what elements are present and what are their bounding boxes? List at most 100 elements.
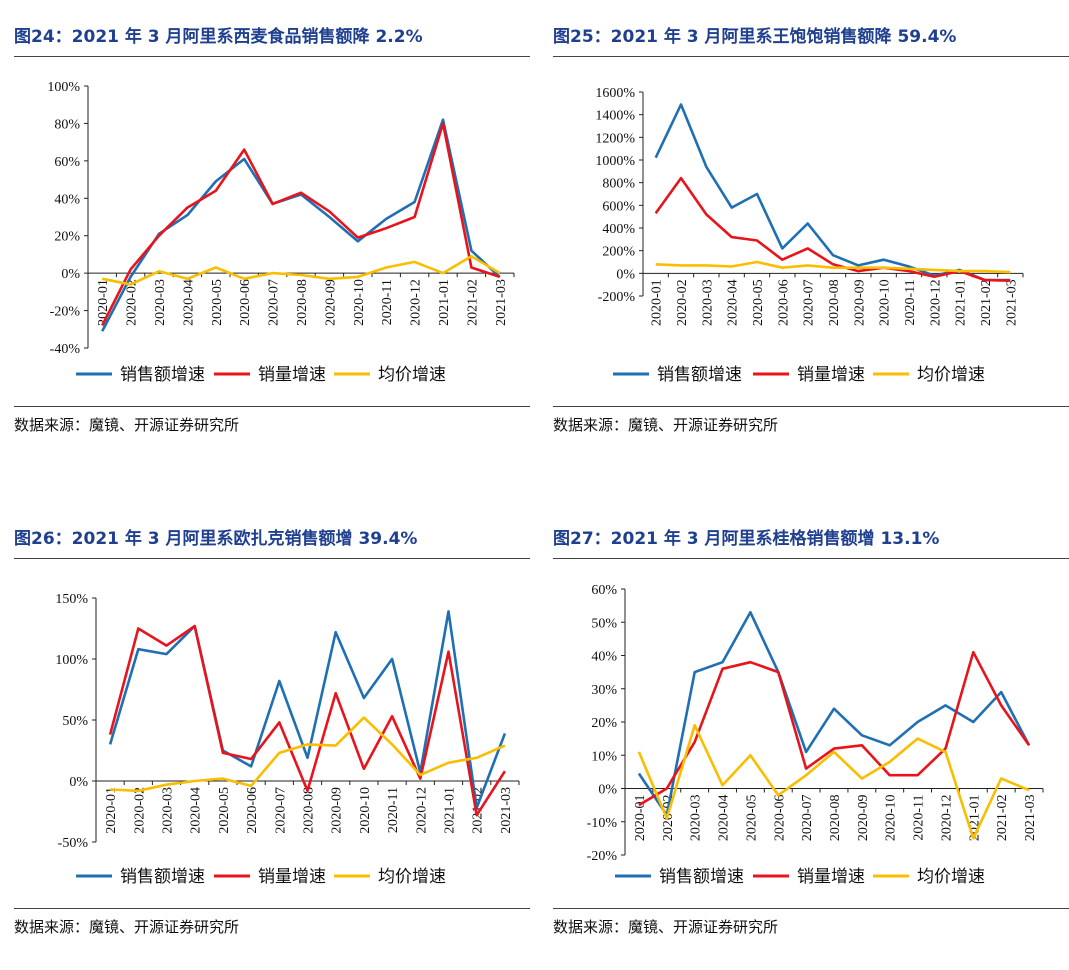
x-tick-label: 2020-08	[302, 787, 317, 834]
line-chart: -40%-20%0%20%40%60%80%100%2020-01 2020-02…	[47, 80, 515, 385]
x-tick-label: 2020-06	[776, 279, 791, 326]
y-tick-label: 150%	[55, 592, 88, 607]
chart-panel-26: 图26：2021 年 3 月阿里系欧扎克销售额增 39.4% -50% 0% 50%…	[14, 510, 530, 970]
series-line-3	[655, 260, 1011, 274]
series-line-3	[110, 716, 506, 793]
y-tick-label: 0%	[61, 267, 80, 282]
x-tick-label: 2020-04	[717, 795, 732, 842]
x-tick-label: 2020-09	[323, 279, 338, 326]
x-tick-label: 2020-05	[744, 795, 759, 842]
x-tick-label: 2021-02	[465, 279, 480, 326]
x-tick-label: 2020-12	[409, 279, 424, 326]
series-line-1	[654, 103, 1011, 282]
y-tick-label: 30%	[591, 683, 617, 698]
chart-title: 图26：2021 年 3 月阿里系欧扎克销售额增 39.4%	[14, 529, 418, 549]
y-tick-label: -40%	[50, 342, 81, 357]
chart-panel-27: 图27：2021 年 3 月阿里系桂格销售额增 13.1% -20% -10% 0%…	[553, 510, 1069, 970]
source-note: 数据来源：魔镜、开源证券研究所	[553, 918, 779, 936]
series-line-2	[638, 650, 1031, 807]
x-tick-label: 2020-02	[125, 279, 140, 326]
y-tick-label: 40%	[591, 650, 617, 665]
y-tick-label: 0%	[616, 267, 635, 282]
y-tick-label: 60%	[54, 155, 80, 170]
y-tick-label: 1600%	[595, 86, 635, 101]
source-note: 数据来源：魔镜、开源证券研究所	[14, 416, 240, 434]
x-tick-label: 2021-02	[979, 279, 994, 326]
y-tick-label: 10%	[591, 749, 617, 764]
y-tick-label: 100%	[55, 653, 88, 668]
x-tick-label: 2021-03	[499, 787, 514, 834]
x-tick-label: 2021-03	[1023, 795, 1038, 842]
x-tick-label: 2020-06	[245, 787, 260, 834]
x-tick-label: 2020-07	[802, 279, 817, 326]
x-tick-label: 2020-09	[856, 795, 871, 842]
series-line-1	[637, 610, 1031, 817]
x-tick-label: 2020-07	[267, 279, 282, 326]
y-tick-label: 400%	[602, 222, 635, 237]
y-tick-label: 50%	[62, 714, 88, 729]
source-rule	[14, 406, 530, 407]
line-chart: -50% 0% 50% 100% 150% 2020-01 2020-02 2020-03 20…	[55, 592, 520, 887]
x-tick-label: 2021-01	[443, 787, 458, 834]
series-line-2	[654, 176, 1011, 282]
title-rule	[553, 56, 1069, 57]
x-tick-label: 2020-02	[675, 279, 690, 326]
x-tick-label: 2020-02	[132, 787, 147, 834]
x-tick-label: 2021-01	[954, 279, 969, 326]
legend-label: 销售额增速	[659, 867, 744, 887]
y-tick-label: 600%	[602, 199, 635, 214]
y-tick-label: 1200%	[595, 131, 635, 146]
x-tick-label: 2020-11	[903, 279, 918, 325]
y-tick-label: 60%	[591, 583, 617, 598]
x-tick-label: 2020-06	[238, 279, 253, 326]
source-rule	[14, 908, 530, 909]
legend-label: 销量增速	[797, 867, 865, 887]
legend-label: 均价增速	[378, 867, 446, 887]
series-line-2	[101, 122, 501, 327]
title-rule	[14, 56, 530, 57]
legend-label: 均价增速	[917, 365, 985, 385]
x-tick-label: 2020-07	[800, 795, 815, 842]
chart-title: 图25：2021 年 3 月阿里系王饱饱销售额降 59.4%	[553, 27, 957, 47]
series-line-3	[637, 724, 1030, 840]
source-note: 数据来源：魔镜、开源证券研究所	[14, 918, 240, 936]
x-tick-label: 2020-01	[633, 795, 648, 842]
series-line-3	[101, 255, 501, 286]
y-tick-label: -50%	[58, 836, 89, 851]
x-tick-label: 2020-03	[700, 279, 715, 326]
source-rule	[553, 908, 1069, 909]
y-tick-label: 20%	[54, 230, 80, 245]
x-tick-label: 2020-05	[751, 279, 766, 326]
x-tick-label: 2020-11	[380, 279, 395, 325]
x-tick-label: 2020-08	[295, 279, 310, 326]
x-tick-label: 2021-01	[437, 279, 452, 326]
y-tick-label: -200%	[598, 290, 636, 305]
x-tick-label: 2020-04	[189, 787, 204, 834]
chart-panel-25: 图25：2021 年 3 月阿里系王饱饱销售额降 59.4% -200% 0% 20…	[553, 8, 1069, 468]
legend-label: 销量增速	[258, 365, 326, 385]
y-tick-label: 50%	[591, 616, 617, 631]
x-tick-label: 2020-11	[386, 787, 401, 833]
legend-label: 均价增速	[917, 867, 985, 887]
legend-label: 均价增速	[378, 365, 446, 385]
title-rule	[14, 558, 530, 559]
x-tick-label: 2020-09	[330, 787, 345, 834]
x-tick-label: 2020-08	[827, 279, 842, 326]
line-chart: -200% 0% 200% 400% 600% 800% 1000% 1200% 1400% 16…	[595, 86, 1024, 385]
y-tick-label: 100%	[47, 80, 80, 95]
x-tick-label: 2020-11	[912, 795, 927, 841]
x-tick-label: 2020-12	[414, 787, 429, 834]
x-tick-label: 2020-01	[104, 787, 119, 834]
chart-title: 图24：2021 年 3 月阿里系西麦食品销售额降 2.2%	[14, 27, 423, 47]
y-tick-label: -20%	[50, 305, 81, 320]
x-tick-label: 2020-03	[689, 795, 704, 842]
y-tick-label: 200%	[602, 245, 635, 260]
series-line-1	[108, 610, 507, 810]
x-tick-label: 2020-04	[181, 279, 196, 326]
x-tick-label: 2020-06	[772, 795, 787, 842]
x-tick-label: 2021-03	[1004, 279, 1019, 326]
legend-label: 销售额增速	[120, 867, 205, 887]
series-line-2	[108, 624, 506, 817]
y-tick-label: 1000%	[595, 154, 635, 169]
legend-label: 销量增速	[258, 867, 326, 887]
